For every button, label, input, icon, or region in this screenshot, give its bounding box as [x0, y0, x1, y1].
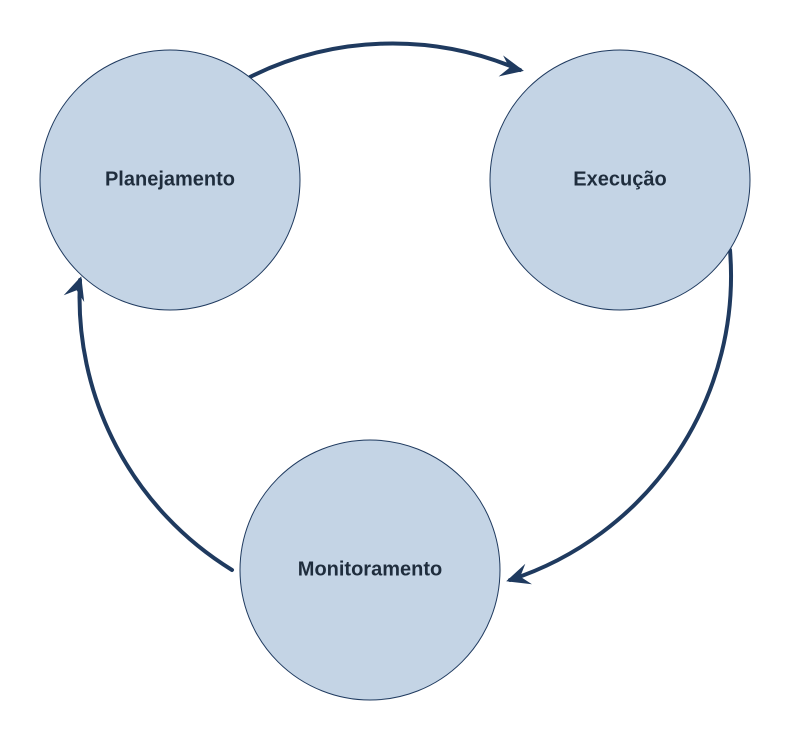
edge-planejamento-to-execucao — [250, 44, 526, 82]
node-label-execucao: Execução — [573, 168, 666, 190]
edge-monitoramento-to-planejamento — [64, 273, 232, 570]
nodes-group: Planejamento Execução Monitoramento — [40, 50, 750, 700]
node-monitoramento: Monitoramento — [240, 440, 500, 700]
node-label-monitoramento: Monitoramento — [298, 558, 442, 580]
cycle-diagram: Planejamento Execução Monitoramento — [0, 0, 786, 734]
arrowhead-icon — [503, 564, 532, 592]
node-planejamento: Planejamento — [40, 50, 300, 310]
arrowhead-icon — [499, 55, 527, 81]
node-execucao: Execução — [490, 50, 750, 310]
node-label-planejamento: Planejamento — [105, 168, 235, 190]
